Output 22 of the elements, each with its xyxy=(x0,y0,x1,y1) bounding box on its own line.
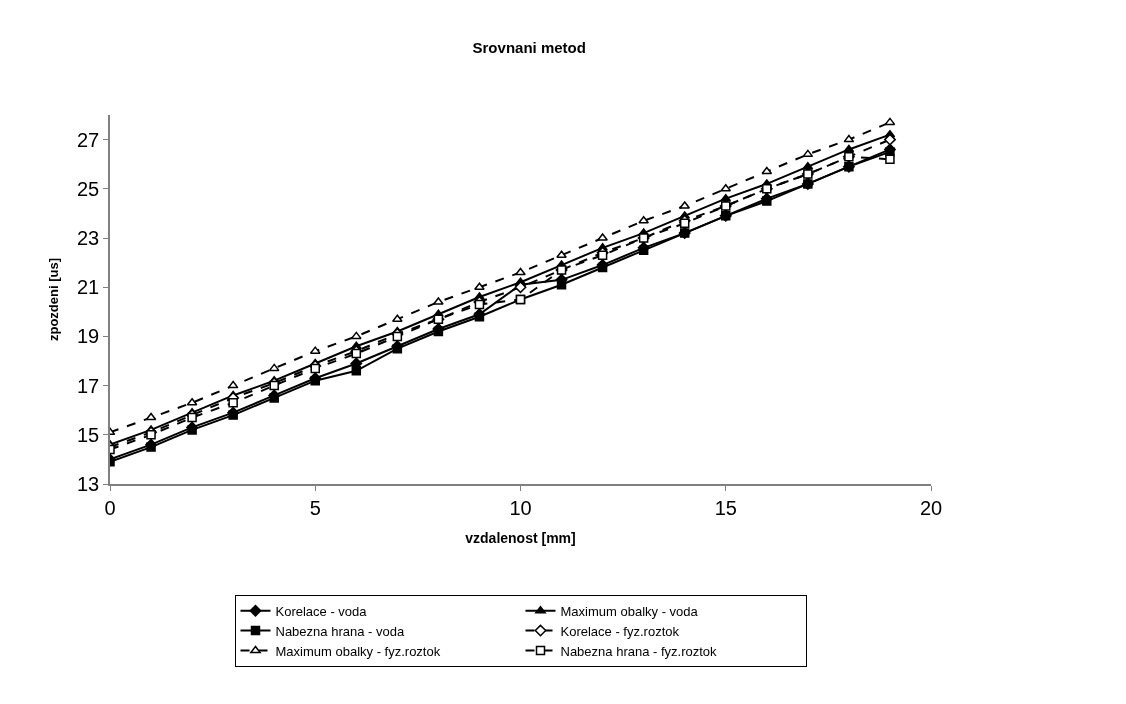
x-tick-label: 20 xyxy=(919,496,943,519)
legend-label: Nabezna hrana - fyz.roztok xyxy=(560,643,718,659)
y-tick-label: 25 xyxy=(77,177,100,200)
legend-label: Maximum obalky - voda xyxy=(560,603,699,619)
y-tick-label: 19 xyxy=(77,325,100,348)
legend-label: Nabezna hrana - voda xyxy=(275,623,405,639)
y-tick-label: 13 xyxy=(77,473,100,495)
legend-label: Korelace - voda xyxy=(275,603,368,619)
legend-label: Maximum obalky - fyz.roztok xyxy=(275,643,441,659)
y-axis-title: zpozdeni [us] xyxy=(46,257,62,342)
y-tick-label: 27 xyxy=(77,128,100,151)
x-tick-label: 15 xyxy=(714,496,737,519)
y-tick-label: 17 xyxy=(77,374,100,397)
x-axis-title: vzdalenost [mm] xyxy=(465,529,576,546)
x-tick-label: 10 xyxy=(509,496,532,519)
chart-title: Srovnani metod xyxy=(472,38,586,56)
legend-label: Korelace - fyz.roztok xyxy=(560,623,680,639)
x-tick-label: 5 xyxy=(309,496,321,519)
y-tick-label: 21 xyxy=(77,276,100,299)
x-tick-label: 0 xyxy=(104,496,116,519)
y-tick-label: 15 xyxy=(77,423,100,446)
y-tick-label: 23 xyxy=(77,227,100,249)
